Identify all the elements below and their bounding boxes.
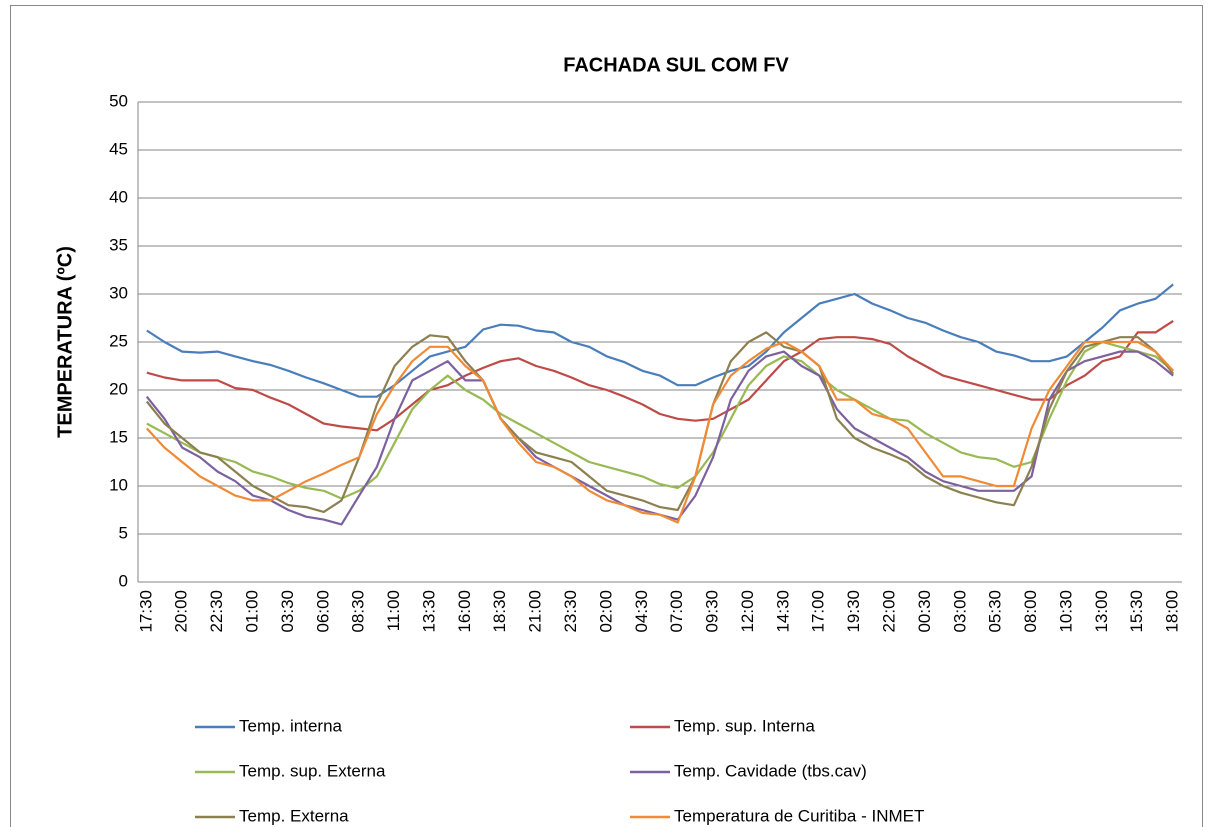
y-tick-label: 40 xyxy=(109,187,128,206)
y-tick-label: 5 xyxy=(119,523,128,542)
x-tick-label: 21:00 xyxy=(526,590,545,633)
legend-label: Temperatura de Curitiba - INMET xyxy=(674,806,924,825)
y-tick-label: 25 xyxy=(109,331,128,350)
legend-label: Temp. sup. Interna xyxy=(674,716,815,735)
x-tick-label: 22:30 xyxy=(207,590,226,633)
x-tick-label: 06:00 xyxy=(313,590,332,633)
x-tick-label: 08:30 xyxy=(349,590,368,633)
x-tick-label: 14:30 xyxy=(773,590,792,633)
series-line xyxy=(146,283,1174,398)
x-tick-label: 03:00 xyxy=(950,590,969,633)
chart-border xyxy=(10,5,1203,827)
legend-label: Temp. sup. Externa xyxy=(239,761,386,780)
x-tick-label: 18:00 xyxy=(1163,590,1182,633)
y-tick-label: 15 xyxy=(109,427,128,446)
x-tick-label: 00:30 xyxy=(915,590,934,633)
y-tick-label: 35 xyxy=(109,235,128,254)
y-tick-label: 30 xyxy=(109,283,128,302)
x-tick-label: 18:30 xyxy=(490,590,509,633)
x-tick-label: 13:00 xyxy=(1092,590,1111,633)
x-tick-label: 20:00 xyxy=(172,590,191,633)
legend-label: Temp. Externa xyxy=(239,806,349,825)
x-tick-label: 19:30 xyxy=(844,590,863,633)
y-tick-label: 50 xyxy=(109,91,128,110)
x-tick-label: 11:00 xyxy=(384,590,403,631)
x-tick-label: 13:30 xyxy=(419,590,438,633)
x-tick-label: 10:30 xyxy=(1056,590,1075,633)
x-tick-label: 22:00 xyxy=(880,590,899,633)
x-tick-label: 05:30 xyxy=(986,590,1005,633)
y-axis-label: TEMPERATURA (ºC) xyxy=(54,246,76,438)
x-tick-label: 23:30 xyxy=(561,590,580,633)
y-tick-label: 10 xyxy=(109,475,128,494)
legend-label: Temp. interna xyxy=(239,716,343,735)
x-tick-label: 02:00 xyxy=(596,590,615,633)
series-line xyxy=(145,340,1175,524)
chart-title: FACHADA SUL COM FV xyxy=(563,54,789,76)
y-tick-label: 45 xyxy=(109,139,128,158)
x-tick-label: 17:00 xyxy=(809,590,828,633)
x-tick-label: 03:30 xyxy=(278,590,297,633)
y-tick-label: 0 xyxy=(119,571,128,590)
x-tick-label: 01:00 xyxy=(243,590,262,633)
x-tick-label: 09:30 xyxy=(703,590,722,633)
series-line xyxy=(145,331,1175,513)
legend-label: Temp. Cavidade (tbs.cav) xyxy=(674,761,867,780)
x-tick-label: 15:30 xyxy=(1127,590,1146,633)
x-tick-label: 12:00 xyxy=(738,590,757,633)
x-tick-label: 04:30 xyxy=(632,590,651,633)
series-line xyxy=(146,319,1174,432)
x-tick-label: 17:30 xyxy=(136,590,155,633)
y-tick-label: 20 xyxy=(109,379,128,398)
x-tick-label: 07:00 xyxy=(667,590,686,633)
series-line xyxy=(146,340,1174,500)
x-tick-label: 16:00 xyxy=(455,590,474,633)
x-tick-label: 08:00 xyxy=(1021,590,1040,633)
